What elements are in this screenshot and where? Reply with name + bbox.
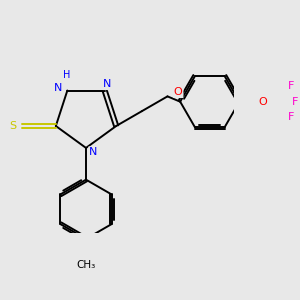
Text: O: O	[174, 87, 183, 97]
Text: F: F	[288, 112, 294, 122]
Text: O: O	[258, 97, 267, 107]
Text: S: S	[10, 121, 17, 131]
Text: N: N	[54, 83, 62, 93]
Text: F: F	[292, 97, 299, 107]
Text: N: N	[103, 79, 111, 89]
Text: N: N	[89, 147, 98, 157]
Text: F: F	[288, 81, 294, 91]
Text: H: H	[63, 70, 70, 80]
Text: CH₃: CH₃	[76, 260, 96, 270]
